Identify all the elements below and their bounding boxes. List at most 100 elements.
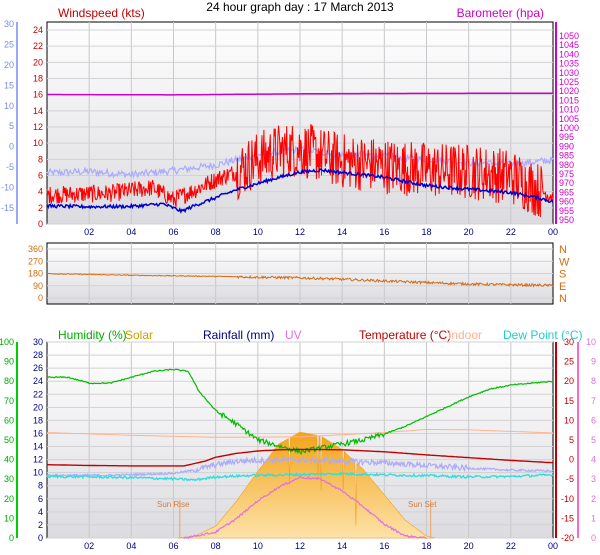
temp-outer-tick: -15 (1, 203, 14, 213)
rain-tick: 20 (33, 402, 43, 412)
legend-dewpoint: Dew Point (°C) (503, 328, 583, 342)
temperature-tick: -5 (566, 474, 574, 484)
wind-tick: 2 (38, 203, 43, 213)
sun-set-label: Sun Set (408, 500, 437, 509)
humidity-tick: 40 (4, 455, 14, 465)
wind-tick: 20 (33, 57, 43, 67)
x-tick-label: 10 (253, 227, 263, 237)
x-tick-label: 16 (379, 227, 389, 237)
windspeed-line (46, 124, 554, 218)
x-tick-label: 20 (464, 227, 474, 237)
uv-line (183, 475, 427, 540)
baro-tick: 950 (559, 215, 574, 225)
legend-rainfall: Rainfall (mm) (203, 328, 275, 342)
rain-tick: 18 (33, 415, 43, 425)
rain-tick: 10 (33, 468, 43, 478)
x-tick-label: 08 (211, 541, 221, 551)
x-tick-label: 04 (126, 227, 136, 237)
baro-tick: 955 (559, 206, 574, 216)
baro-tick: 990 (559, 141, 574, 151)
x-tick-label: 12 (295, 227, 305, 237)
rain-tick: 30 (33, 337, 43, 347)
humidity-tick: 70 (4, 396, 14, 406)
uv-tick: 5 (591, 435, 596, 445)
rain-tick: 4 (38, 507, 43, 517)
temperature-tick: -10 (561, 494, 574, 504)
legend-humidity: Humidity (%) (58, 328, 127, 342)
x-tick-label: 18 (421, 227, 431, 237)
rain-tick: 14 (33, 442, 43, 452)
windspeed-axis-label: Windspeed (kts) (58, 6, 145, 20)
wind-tick: 10 (33, 138, 43, 148)
humidity-tick: 90 (4, 357, 14, 367)
baro-tick: 1000 (559, 123, 579, 133)
x-tick-label: 10 (253, 541, 263, 551)
wind-tick: 4 (38, 187, 43, 197)
humidity-tick: 80 (4, 376, 14, 386)
baro-tick: 1025 (559, 77, 579, 87)
uv-tick: 9 (591, 357, 596, 367)
uv-tick: 8 (591, 376, 596, 386)
temp-outer-tick: -5 (6, 162, 14, 172)
compass-tick: N (559, 244, 567, 256)
temp-outer-tick: -10 (1, 183, 14, 193)
uv-tick: 4 (591, 455, 596, 465)
compass-tick: E (559, 281, 566, 293)
barometer-line (47, 92, 553, 96)
rain-tick: 12 (33, 455, 43, 465)
temp-outer-tick: 20 (4, 60, 14, 70)
uv-tick: 6 (591, 415, 596, 425)
compass-tick: N (559, 293, 567, 305)
legend-uv: UV (285, 328, 302, 342)
rain-tick: 24 (33, 376, 43, 386)
x-tick-label: 14 (337, 541, 347, 551)
wind-tick: 12 (33, 122, 43, 132)
baro-tick: 1040 (559, 49, 579, 59)
wdir-tick: 0 (38, 293, 43, 303)
temperature-tick: 25 (564, 357, 574, 367)
x-tick-label: 08 (211, 227, 221, 237)
wdir-tick: 270 (28, 256, 43, 266)
x-tick-label: 16 (379, 541, 389, 551)
gust-low-line (46, 455, 554, 478)
sun-rise-label: Sun Rise (157, 500, 190, 509)
x-tick-label: 12 (295, 541, 305, 551)
baro-tick: 1015 (559, 95, 579, 105)
uv-tick: 7 (591, 396, 596, 406)
humidity-tick: 20 (4, 494, 14, 504)
humidity-tick: 10 (4, 513, 14, 523)
x-tick-label: 02 (84, 227, 94, 237)
temp-outer-tick: 15 (4, 80, 14, 90)
x-tick-label: 02 (84, 541, 94, 551)
wind-direction-line (46, 272, 554, 288)
wind-tick: 16 (33, 90, 43, 100)
legend-temperature: Temperature (°C) (359, 328, 452, 342)
temperature-tick: 5 (569, 435, 574, 445)
x-tick-label: 06 (168, 541, 178, 551)
baro-tick: 1050 (559, 31, 579, 41)
temperature-line (47, 448, 554, 467)
x-tick-label: 06 (168, 227, 178, 237)
uv-tick: 3 (591, 474, 596, 484)
compass-tick: W (559, 256, 570, 268)
baro-tick: 1005 (559, 114, 579, 124)
baro-tick: 975 (559, 169, 574, 179)
humidity-tick: 0 (9, 533, 14, 543)
temperature-tick: 10 (564, 415, 574, 425)
baro-tick: 965 (559, 187, 574, 197)
rain-tick: 2 (38, 520, 43, 530)
baro-tick: 980 (559, 160, 574, 170)
legend-indoor: Indoor (448, 328, 483, 342)
rain-tick: 6 (38, 494, 43, 504)
wind-tick: 14 (33, 106, 43, 116)
uv-tick: 1 (591, 513, 596, 523)
x-tick-label: 20 (464, 541, 474, 551)
rain-tick: 16 (33, 428, 43, 438)
baro-tick: 960 (559, 197, 574, 207)
rain-tick: 8 (38, 481, 43, 491)
x-tick-label: 22 (506, 541, 516, 551)
baro-tick: 1010 (559, 105, 579, 115)
wind-tick: 18 (33, 74, 43, 84)
compass-tick: S (559, 269, 566, 281)
humidity-tick: 50 (4, 435, 14, 445)
